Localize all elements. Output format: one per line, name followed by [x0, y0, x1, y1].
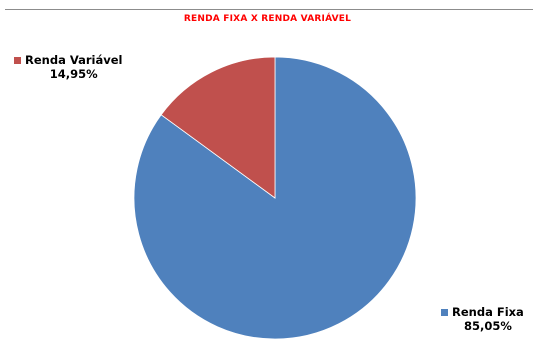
- swatch-renda-variavel: [14, 56, 21, 64]
- swatch-renda-fixa: [441, 308, 448, 316]
- pie-slice-renda-vari-vel: [160, 56, 276, 199]
- label-renda-variavel-name: Renda Variável: [25, 53, 123, 67]
- label-renda-variavel-pct: 14,95%: [49, 67, 98, 81]
- chart-title: RENDA FIXA X RENDA VARIÁVEL: [183, 14, 352, 24]
- label-renda-variavel: Renda Variável 14,95%: [14, 53, 122, 81]
- top-divider: [5, 9, 533, 10]
- label-renda-fixa: Renda Fixa 85,05%: [441, 305, 524, 333]
- label-renda-fixa-name: Renda Fixa: [452, 305, 524, 319]
- label-renda-fixa-pct: 85,05%: [463, 319, 512, 333]
